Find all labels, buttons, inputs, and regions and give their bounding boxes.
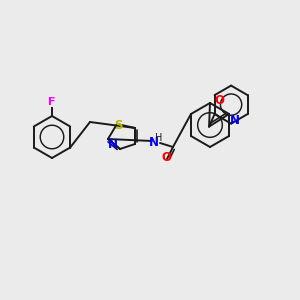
Text: N: N xyxy=(230,113,240,127)
Text: N: N xyxy=(149,136,159,149)
Text: S: S xyxy=(114,119,122,132)
Text: N: N xyxy=(108,138,118,151)
Text: O: O xyxy=(214,94,224,107)
Text: O: O xyxy=(161,151,171,164)
Text: F: F xyxy=(48,97,56,107)
Text: H: H xyxy=(155,133,163,143)
